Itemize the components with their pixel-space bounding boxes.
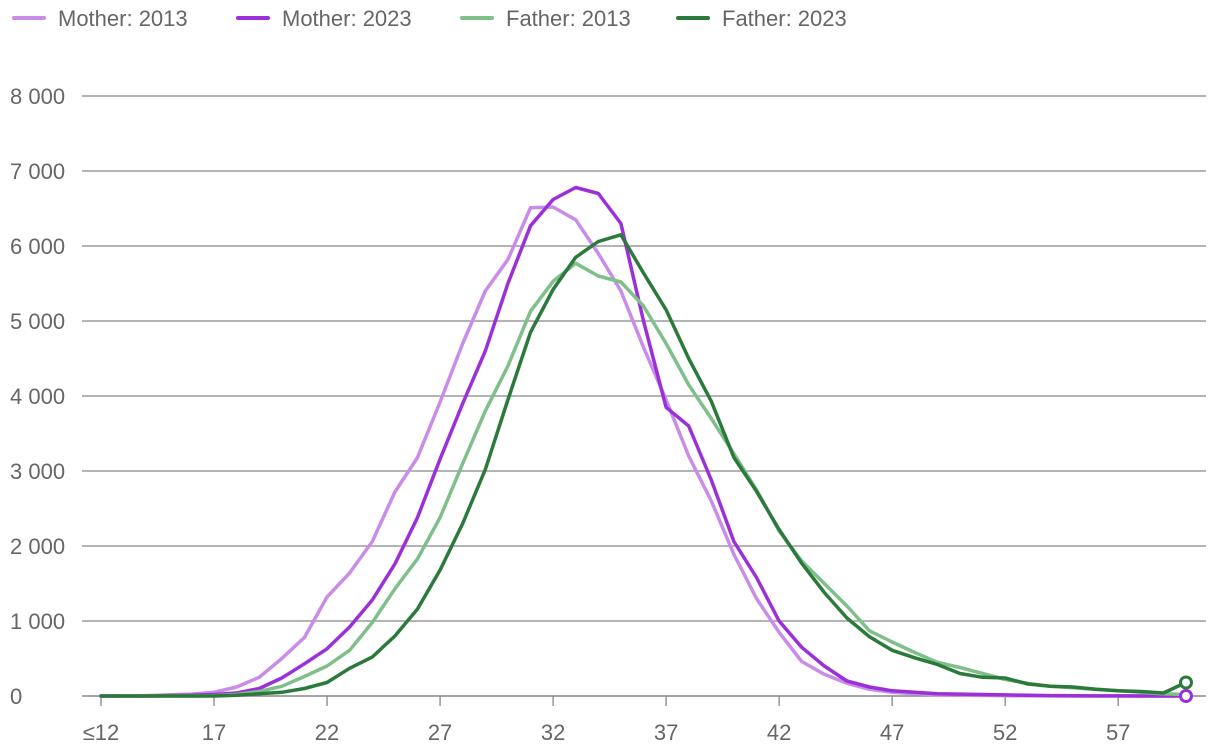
x-tick-label: 17 [202, 720, 226, 745]
x-tick-label: 32 [541, 720, 565, 745]
x-tick-label: 42 [767, 720, 791, 745]
x-tick-label: ≤12 [83, 720, 120, 745]
legend-label: Mother: 2023 [282, 6, 412, 31]
y-tick-label: 4 000 [10, 384, 65, 409]
x-tick-label: 47 [880, 720, 904, 745]
legend-item[interactable]: Mother: 2013 [12, 6, 188, 31]
series-end-marker [1179, 675, 1193, 690]
legend-item[interactable]: Father: 2023 [676, 6, 847, 31]
legend-label: Mother: 2013 [58, 6, 188, 31]
y-tick-label: 2 000 [10, 534, 65, 559]
legend-item[interactable]: Mother: 2023 [236, 6, 412, 31]
chart-series [99, 185, 1193, 703]
x-tick-label: 27 [428, 720, 452, 745]
x-tick-label: 22 [315, 720, 339, 745]
y-tick-label: 7 000 [10, 159, 65, 184]
y-axis: 0 1 000 2 000 3 000 4 000 5 000 6 000 7 000 8 00… [10, 84, 65, 709]
x-axis: ≤12 17 22 27 32 37 42 47 52 57 [83, 696, 1130, 745]
series-line-mother-2023 [99, 185, 1188, 698]
y-tick-label: 0 [10, 684, 22, 709]
y-tick-label: 6 000 [10, 234, 65, 259]
x-tick-label: 52 [993, 720, 1017, 745]
series-line-father-2023 [99, 233, 1188, 698]
series-line-mother-2013 [99, 205, 1188, 698]
y-tick-label: 8 000 [10, 84, 65, 109]
series-line-father-2013 [99, 261, 1188, 698]
legend-item[interactable]: Father: 2013 [460, 6, 631, 31]
y-tick-label: 5 000 [10, 309, 65, 334]
legend-label: Father: 2013 [506, 6, 631, 31]
x-tick-label: 57 [1106, 720, 1130, 745]
y-tick-label: 3 000 [10, 459, 65, 484]
y-tick-label: 1 000 [10, 609, 65, 634]
chart-legend: Mother: 2013 Mother: 2023 Father: 2013 Fath… [12, 6, 847, 31]
chart-gridlines [82, 95, 1206, 697]
legend-label: Father: 2023 [722, 6, 847, 31]
series-end-marker [1179, 689, 1193, 703]
x-tick-label: 37 [654, 720, 678, 745]
